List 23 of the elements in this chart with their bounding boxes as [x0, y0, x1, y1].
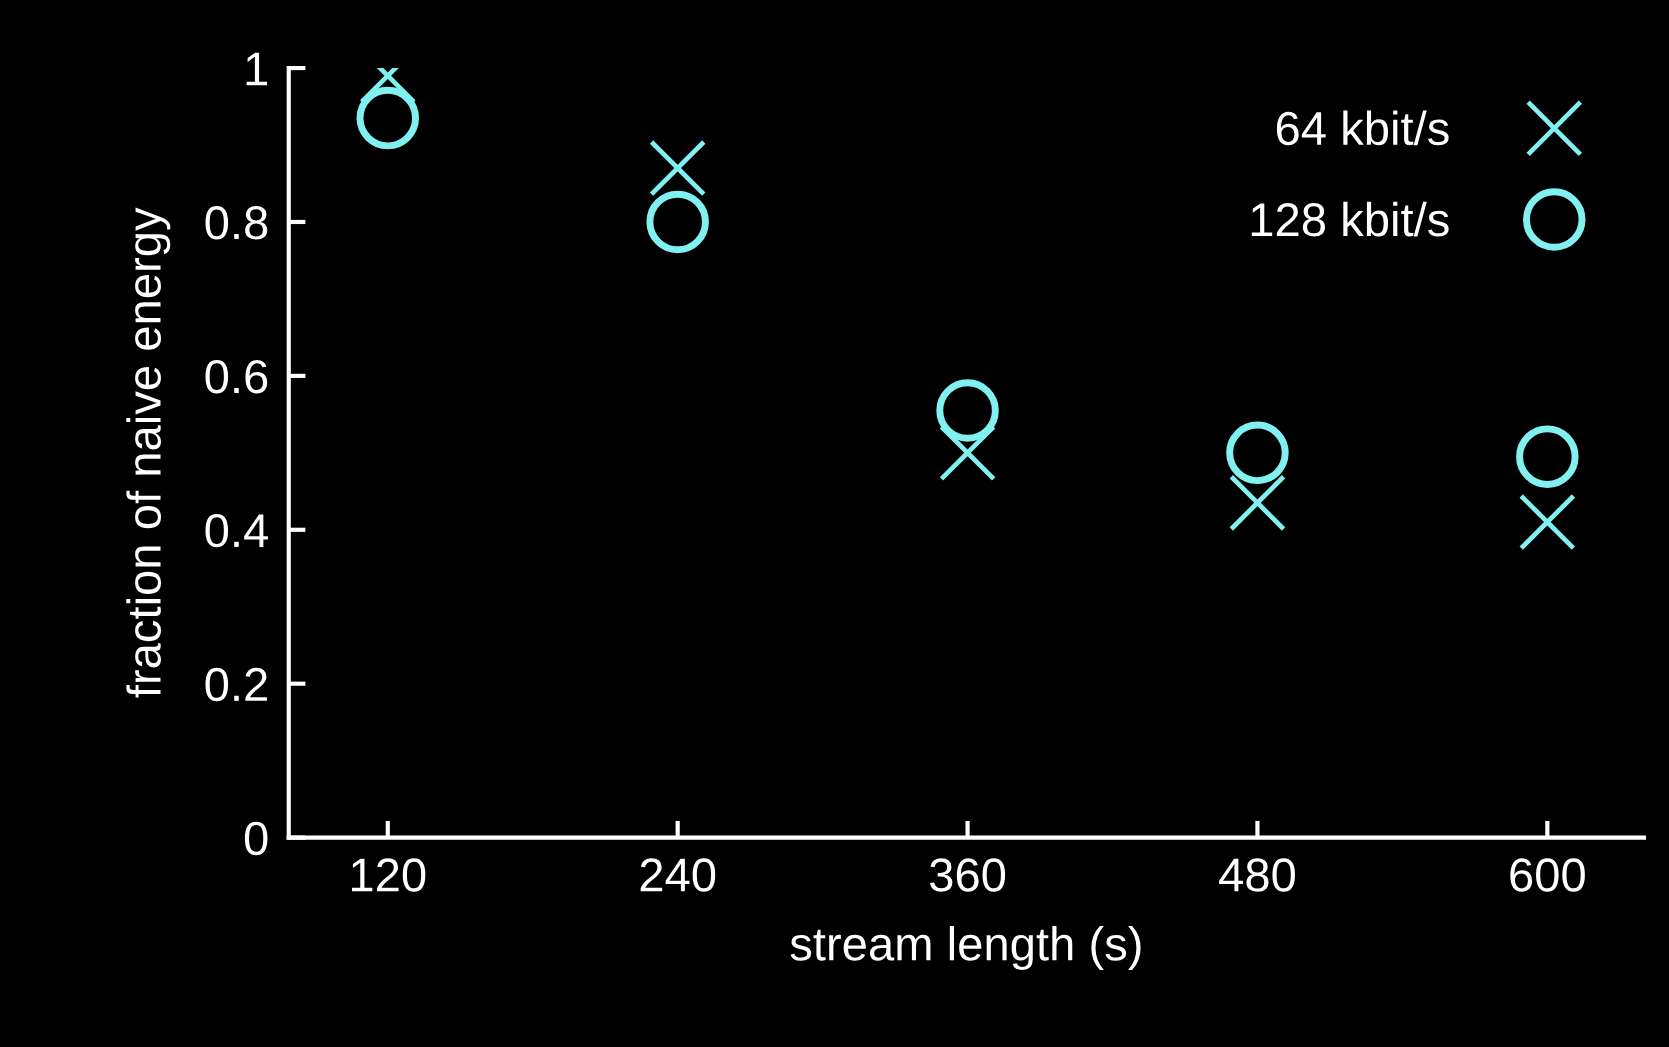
point — [1226, 421, 1289, 485]
y-tick-label: 0.4 — [205, 513, 268, 548]
point — [1519, 494, 1576, 550]
x-tick-label: 120 — [351, 858, 426, 892]
point — [936, 379, 999, 442]
y-tick-label: 1 — [246, 52, 267, 86]
x-tick-label: 360 — [929, 858, 1006, 892]
point — [1229, 475, 1286, 531]
point — [356, 86, 420, 150]
legend-label: 64 kbit/s — [1276, 110, 1449, 146]
legend-label: 128 kbit/s — [1251, 201, 1449, 237]
y-tick-label: 0.6 — [205, 360, 268, 394]
y-tick-label: 0.2 — [205, 667, 267, 702]
y-tick-label: 0.8 — [205, 206, 268, 240]
x-tick-label: 600 — [1510, 858, 1585, 892]
point — [1516, 425, 1579, 488]
y-axis-title: fraction of naive energy — [126, 207, 171, 698]
x-axis-title: stream length (s) — [790, 926, 1141, 971]
y-tick-label: 0 — [244, 821, 268, 856]
x-tick-label: 480 — [1219, 858, 1295, 892]
point — [646, 190, 709, 254]
point — [649, 140, 706, 196]
x-tick-label: 240 — [640, 858, 716, 892]
